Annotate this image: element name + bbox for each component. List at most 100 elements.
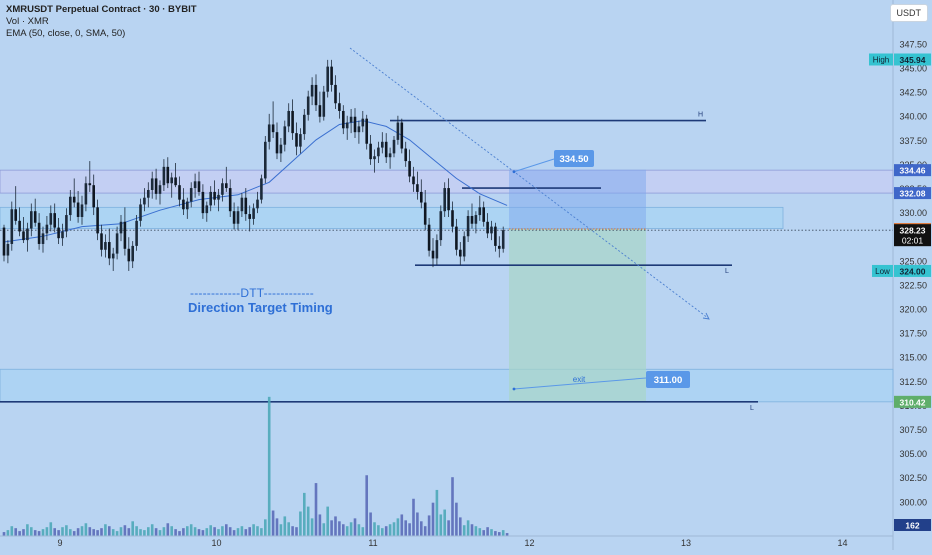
candle-body-109 xyxy=(427,224,431,251)
price-tick-11: 320.00 xyxy=(899,305,927,315)
candle-body-17 xyxy=(69,196,72,216)
price-tick-9: 325.00 xyxy=(899,256,927,266)
level-tag-1-bg xyxy=(894,164,931,177)
high-tag-label-bg xyxy=(869,53,893,66)
candle-body-65 xyxy=(256,199,259,209)
low-tag-label-bg xyxy=(872,264,893,277)
candle-body-115 xyxy=(451,210,454,227)
price-tick-7: 330.00 xyxy=(899,208,927,218)
exit-value-bg xyxy=(646,371,690,388)
volume-bar-124 xyxy=(486,527,489,536)
candle-body-4 xyxy=(18,220,21,232)
volume-bar-71 xyxy=(279,524,283,536)
candle-body-76 xyxy=(299,134,302,147)
volume-legend[interactable]: Vol · XMR xyxy=(6,16,49,27)
candle-body-106 xyxy=(416,184,419,192)
candle-body-11 xyxy=(45,224,49,234)
volume-bar-91 xyxy=(357,524,361,536)
candle-body-38 xyxy=(150,178,154,190)
candle-body-118 xyxy=(462,236,466,257)
time-tick-2: 11 xyxy=(368,538,377,548)
volume-bar-9 xyxy=(37,531,41,536)
volume-bar-17 xyxy=(69,529,72,536)
level-tag-1: 334.46 xyxy=(900,166,926,176)
candle-body-81 xyxy=(318,105,322,117)
volume-bar-16 xyxy=(65,525,68,536)
volume-bar-84 xyxy=(330,520,333,536)
bottom-level-tag-bg xyxy=(894,395,931,408)
volume-bar-13 xyxy=(53,528,56,536)
level-tag-2: 332.08 xyxy=(900,189,926,199)
candle-body-6 xyxy=(26,228,29,241)
volume-bar-108 xyxy=(423,526,427,536)
candle-body-43 xyxy=(170,177,173,184)
candle-body-79 xyxy=(310,84,314,97)
volume-bar-72 xyxy=(283,516,287,536)
volume-bar-119 xyxy=(466,520,470,536)
candle-body-99 xyxy=(388,153,392,158)
currency-button[interactable]: USDT xyxy=(889,4,928,22)
volume-bar-105 xyxy=(412,498,415,536)
volume-bar-34 xyxy=(135,526,138,536)
volume-bar-5 xyxy=(22,529,25,536)
candle-body-102 xyxy=(400,122,404,149)
volume-bar-39 xyxy=(154,528,158,536)
price-tick-14: 312.50 xyxy=(899,377,927,387)
candle-body-0 xyxy=(2,227,6,256)
resistance-zone xyxy=(0,169,894,194)
volume-bar-28 xyxy=(111,529,115,536)
volume-bar-15 xyxy=(61,527,64,536)
high-tag-label: High xyxy=(873,55,889,64)
candle-body-83 xyxy=(326,66,329,92)
symbol-title[interactable]: XMRUSDT Perpetual Contract · 30 · BYBIT xyxy=(6,4,197,15)
volume-bar-47 xyxy=(186,526,189,536)
volume-bar-88 xyxy=(345,526,349,536)
candle-body-27 xyxy=(108,242,111,259)
target-point xyxy=(512,170,516,174)
ema-legend[interactable]: EMA (50, close, 0, SMA, 50) xyxy=(6,28,126,39)
volume-bar-127 xyxy=(498,532,501,536)
candle-body-120 xyxy=(470,216,474,224)
candle-body-110 xyxy=(431,250,435,259)
candle-body-82 xyxy=(322,91,326,117)
volume-bar-20 xyxy=(80,526,84,536)
price-tick-3: 340.00 xyxy=(899,112,927,122)
volume-bar-14 xyxy=(57,530,60,536)
price-tick-4: 337.50 xyxy=(899,136,927,146)
dtt-subtitle: Direction Target Timing xyxy=(188,300,333,315)
candle-body-126 xyxy=(494,226,497,246)
volume-bar-51 xyxy=(201,530,205,536)
candle-body-70 xyxy=(275,132,279,154)
volume-bar-79 xyxy=(310,518,314,536)
volume-bar-86 xyxy=(338,521,341,536)
high-tag-value-bg xyxy=(894,53,931,66)
candle-body-54 xyxy=(213,191,216,200)
candle-body-88 xyxy=(345,122,349,129)
volume-bar-45 xyxy=(178,531,181,536)
candle-body-77 xyxy=(303,114,306,135)
volume-bar-35 xyxy=(139,529,142,536)
candle-body-119 xyxy=(466,216,470,237)
volume-bar-40 xyxy=(158,530,162,536)
volume-bar-126 xyxy=(494,531,497,536)
candle-body-104 xyxy=(408,161,411,177)
price-tick-13: 315.00 xyxy=(899,353,927,363)
volume-bar-100 xyxy=(392,522,396,536)
low-level-marker: L xyxy=(725,268,729,275)
candle-body-39 xyxy=(154,178,158,194)
candle-body-29 xyxy=(115,233,119,254)
volume-bar-21 xyxy=(84,523,88,536)
candle-body-1 xyxy=(6,243,10,256)
volume-bar-44 xyxy=(174,529,177,536)
volume-bar-63 xyxy=(248,527,251,536)
volume-bar-67 xyxy=(264,519,267,536)
candle-body-59 xyxy=(232,211,236,224)
volume-bar-118 xyxy=(462,525,466,536)
candle-body-60 xyxy=(236,211,240,224)
candle-body-112 xyxy=(439,211,443,241)
volume-bar-2 xyxy=(10,526,14,536)
candle-body-3 xyxy=(14,209,17,221)
volume-bar-29 xyxy=(115,531,119,536)
candle-body-22 xyxy=(88,183,92,186)
